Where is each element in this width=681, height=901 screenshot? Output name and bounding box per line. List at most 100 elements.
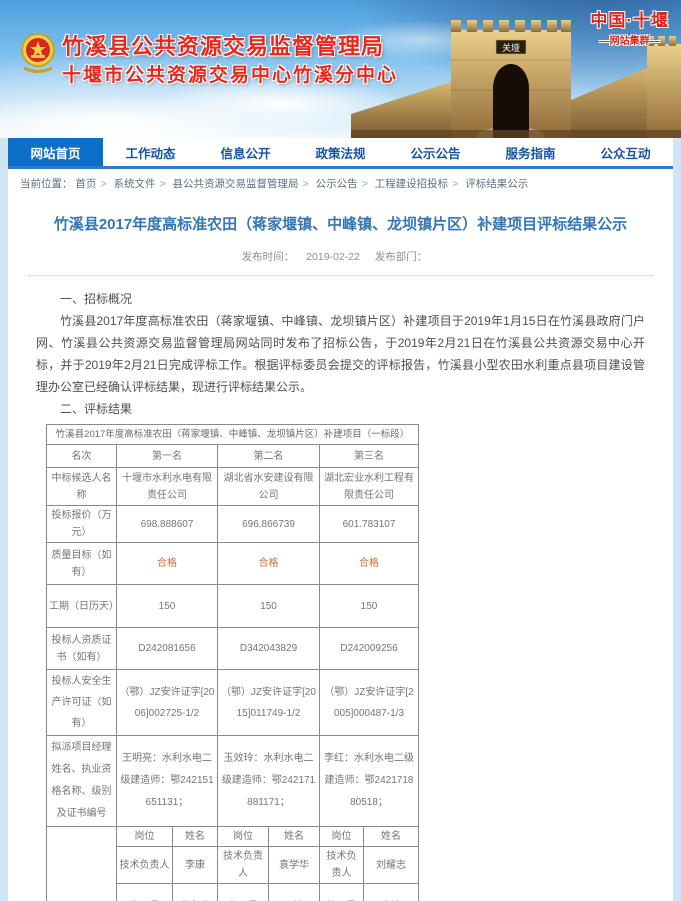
qualification-cert-cell: D342043829	[217, 627, 320, 670]
table-row: 工期（日历天） 150 150 150	[46, 584, 419, 628]
site-titles: 竹溪县公共资源交易监督管理局 十堰市公共资源交易中心竹溪分中心	[62, 32, 398, 90]
article-title: 竹溪县2017年度高标准农田（蒋家堰镇、中峰镇、龙坝镇片区）补建项目评标结果公示	[53, 216, 628, 233]
breadcrumb-separator: >	[361, 178, 368, 190]
staff-position-cell: 技术负责人	[217, 846, 269, 884]
table-caption-cell: 竹溪县2017年度高标准农田（蒋家堰镇、中峰镇、龙坝镇片区）补建项目（一标段）	[46, 424, 419, 445]
breadcrumb-item-bureau[interactable]: 县公共资源交易监督管理局	[172, 178, 299, 190]
breadcrumb-separator: >	[159, 178, 166, 190]
candidate-name-cell: 湖北宏业水利工程有限责任公司	[319, 467, 419, 506]
staff-subheader-cell: 岗位	[217, 826, 269, 847]
evaluation-result-table: 竹溪县2017年度高标准农田（蒋家堰镇、中峰镇、龙坝镇片区）补建项目（一标段） …	[46, 424, 419, 901]
row-label-cell: 投标报价（万元）	[46, 505, 117, 543]
article-body: 一、招标概况 竹溪县2017年度高标准农田（蒋家堰镇、中峰镇、龙坝镇片区）补建项…	[36, 288, 645, 420]
duration-cell: 150	[319, 584, 419, 628]
project-manager-cell: 玉效玲：水利水电二级建造师：鄂242171881171；	[217, 735, 320, 827]
row-label-cell: 中标候选人名称	[46, 467, 117, 506]
safety-license-cell: （鄂）JZ安许证字[2015]011749-1/2	[217, 669, 320, 736]
breadcrumb-item-bidding[interactable]: 工程建设招投标	[374, 178, 449, 190]
project-manager-cell: 李红：水利水电二级建造师：鄂242171880518；	[319, 735, 419, 827]
nav-item-announcements[interactable]: 公示公告	[410, 146, 461, 161]
table-row: 竹溪县2017年度高标准农田（蒋家堰镇、中峰镇、龙坝镇片区）补建项目（一标段）	[46, 424, 419, 445]
row-label-cell: 质量目标（如有）	[46, 542, 117, 585]
safety-license-cell: （鄂）JZ安许证字[2005]000487-1/3	[319, 669, 419, 736]
staff-name-cell: 田波	[268, 883, 320, 901]
staff-name-cell: 刘耀志	[363, 846, 419, 884]
content-card: 网站首页 工作动态 信息公开 政策法规 公示公告 服务指南 公众互动 当前位置：…	[8, 138, 673, 901]
staff-position-cell: 施工员	[116, 883, 173, 901]
nav-item-public-interaction[interactable]: 公众互动	[600, 146, 651, 161]
candidate-name-cell: 湖北省水安建设有限公司	[217, 467, 320, 506]
nav-item-work-news[interactable]: 工作动态	[125, 146, 176, 161]
nav-item-home[interactable]: 网站首页	[8, 138, 103, 166]
row-label-cell: 拟派项目经理姓名、执业资格名称、级别及证书编号	[46, 735, 117, 827]
qualification-cert-cell: D242081656	[116, 627, 218, 670]
table-row: 名次 第一名 第二名 第三名	[46, 444, 419, 468]
staff-name-cell: 袁学华	[268, 846, 320, 884]
national-emblem-icon	[21, 33, 55, 73]
site-group-badge[interactable]: 中国·十堰 —网站集群—	[590, 6, 669, 47]
section2-heading: 二、评标结果	[60, 402, 133, 416]
staff-name-cell: 李康	[172, 846, 218, 884]
staff-subheader-cell: 姓名	[363, 826, 419, 847]
breadcrumb-item-system-files[interactable]: 系统文件	[113, 178, 156, 190]
main-nav: 网站首页 工作动态 信息公开 政策法规 公示公告 服务指南 公众互动	[8, 138, 673, 169]
row-label-cell: 投标人资质证书（如有）	[46, 627, 117, 670]
bid-price-cell: 696.866739	[217, 505, 320, 543]
rank-header-cell: 第二名	[217, 444, 320, 468]
article-meta: 发布时间： 2019-02-22 发布部门：	[8, 249, 673, 264]
candidate-name-cell: 十堰市水利水电有限责任公司	[116, 467, 218, 506]
project-manager-cell: 王明亮：水利水电二级建造师：鄂242151651131；	[116, 735, 218, 827]
table-row: 投标人资质证书（如有） D242081656 D342043829 D24200…	[46, 627, 419, 670]
staff-position-cell: 技术负责人	[116, 846, 173, 884]
staff-subheader-cell: 姓名	[268, 826, 320, 847]
gate-plaque: 关垭	[502, 42, 520, 53]
org-title-line1: 竹溪县公共资源交易监督管理局	[62, 34, 385, 59]
section1-heading: 一、招标概况	[60, 292, 133, 306]
nav-item-info-disclosure[interactable]: 信息公开	[220, 146, 271, 161]
breadcrumb-separator: >	[302, 178, 309, 190]
row-label-cell: 投标人安全生产许可证（如有）	[46, 669, 117, 736]
staff-position-cell: 技术负责人	[319, 846, 364, 884]
breadcrumb-separator: >	[100, 178, 107, 190]
row-label-cell: 工期（日历天）	[46, 584, 119, 628]
staff-subheader-cell: 姓名	[172, 826, 218, 847]
breadcrumb-item-result[interactable]: 评标结果公示	[465, 178, 529, 190]
bid-price-cell: 698.888607	[116, 505, 218, 543]
table-row: 投标报价（万元） 698.888607 696.866739 601.78310…	[46, 505, 419, 543]
table-row: 中标候选人名称 十堰市水利水电有限责任公司 湖北省水安建设有限公司 湖北宏业水利…	[46, 467, 419, 506]
breadcrumb-separator: >	[452, 178, 459, 190]
staff-subheader-cell: 岗位	[319, 826, 364, 847]
table-row: 投标人安全生产许可证（如有） （鄂）JZ安许证字[2006]002725-1/2…	[46, 669, 419, 736]
divider	[28, 275, 653, 276]
rank-header-cell: 名次	[46, 444, 117, 468]
bid-price-cell: 601.783107	[319, 505, 419, 543]
quality-target-cell: 合格	[217, 542, 320, 585]
staff-position-cell: 施工员	[319, 883, 364, 901]
org-title-line2: 十堰市公共资源交易中心竹溪分中心	[62, 65, 399, 86]
breadcrumb: 当前位置： 首页 > 系统文件 > 县公共资源交易监督管理局 > 公示公告 > 工程建设…	[8, 169, 673, 196]
nav-item-service-guide[interactable]: 服务指南	[505, 146, 556, 161]
great-wall-graphic: 关垭	[351, 20, 681, 138]
section1-paragraph: 竹溪县2017年度高标准农田（蒋家堰镇、中峰镇、龙坝镇片区）补建项目于2019年…	[36, 314, 645, 394]
badge-group: —网站集群—	[599, 36, 660, 47]
breadcrumb-item-announcements[interactable]: 公示公告	[315, 178, 358, 190]
duration-cell: 150	[217, 584, 320, 628]
site-banner: 关垭 竹溪县公共资源交易监督管理局 十堰市公共资源交易中心竹溪分中心 中国·十堰…	[0, 0, 681, 138]
staff-name-cell: 李浩	[363, 883, 419, 901]
table-row: 技术负责人 李康 技术负责人 袁学华 技术负责人 刘耀志	[47, 846, 419, 884]
publish-time-value: 2019-02-22	[306, 251, 360, 263]
rank-header-cell: 第一名	[116, 444, 218, 468]
safety-license-cell: （鄂）JZ安许证字[2006]002725-1/2	[116, 669, 218, 736]
table-row: 项目主要人员 岗位 姓名 岗位 姓名 岗位 姓名	[46, 826, 419, 901]
staff-subheader-cell: 岗位	[116, 826, 173, 847]
qualification-cert-cell: D242009256	[319, 627, 419, 670]
badge-region: 中国·十堰	[590, 11, 669, 30]
rank-header-cell: 第三名	[319, 444, 419, 468]
quality-target-cell: 合格	[319, 542, 419, 585]
staff-block-label-cell: 项目主要人员	[46, 826, 117, 901]
breadcrumb-item-home[interactable]: 首页	[75, 178, 97, 190]
nav-item-policies[interactable]: 政策法规	[315, 146, 366, 161]
table-row: 施工员 吕永龙 施工员 田波 施工员 李浩	[47, 883, 419, 901]
publish-dept-label: 发布部门：	[374, 251, 428, 263]
